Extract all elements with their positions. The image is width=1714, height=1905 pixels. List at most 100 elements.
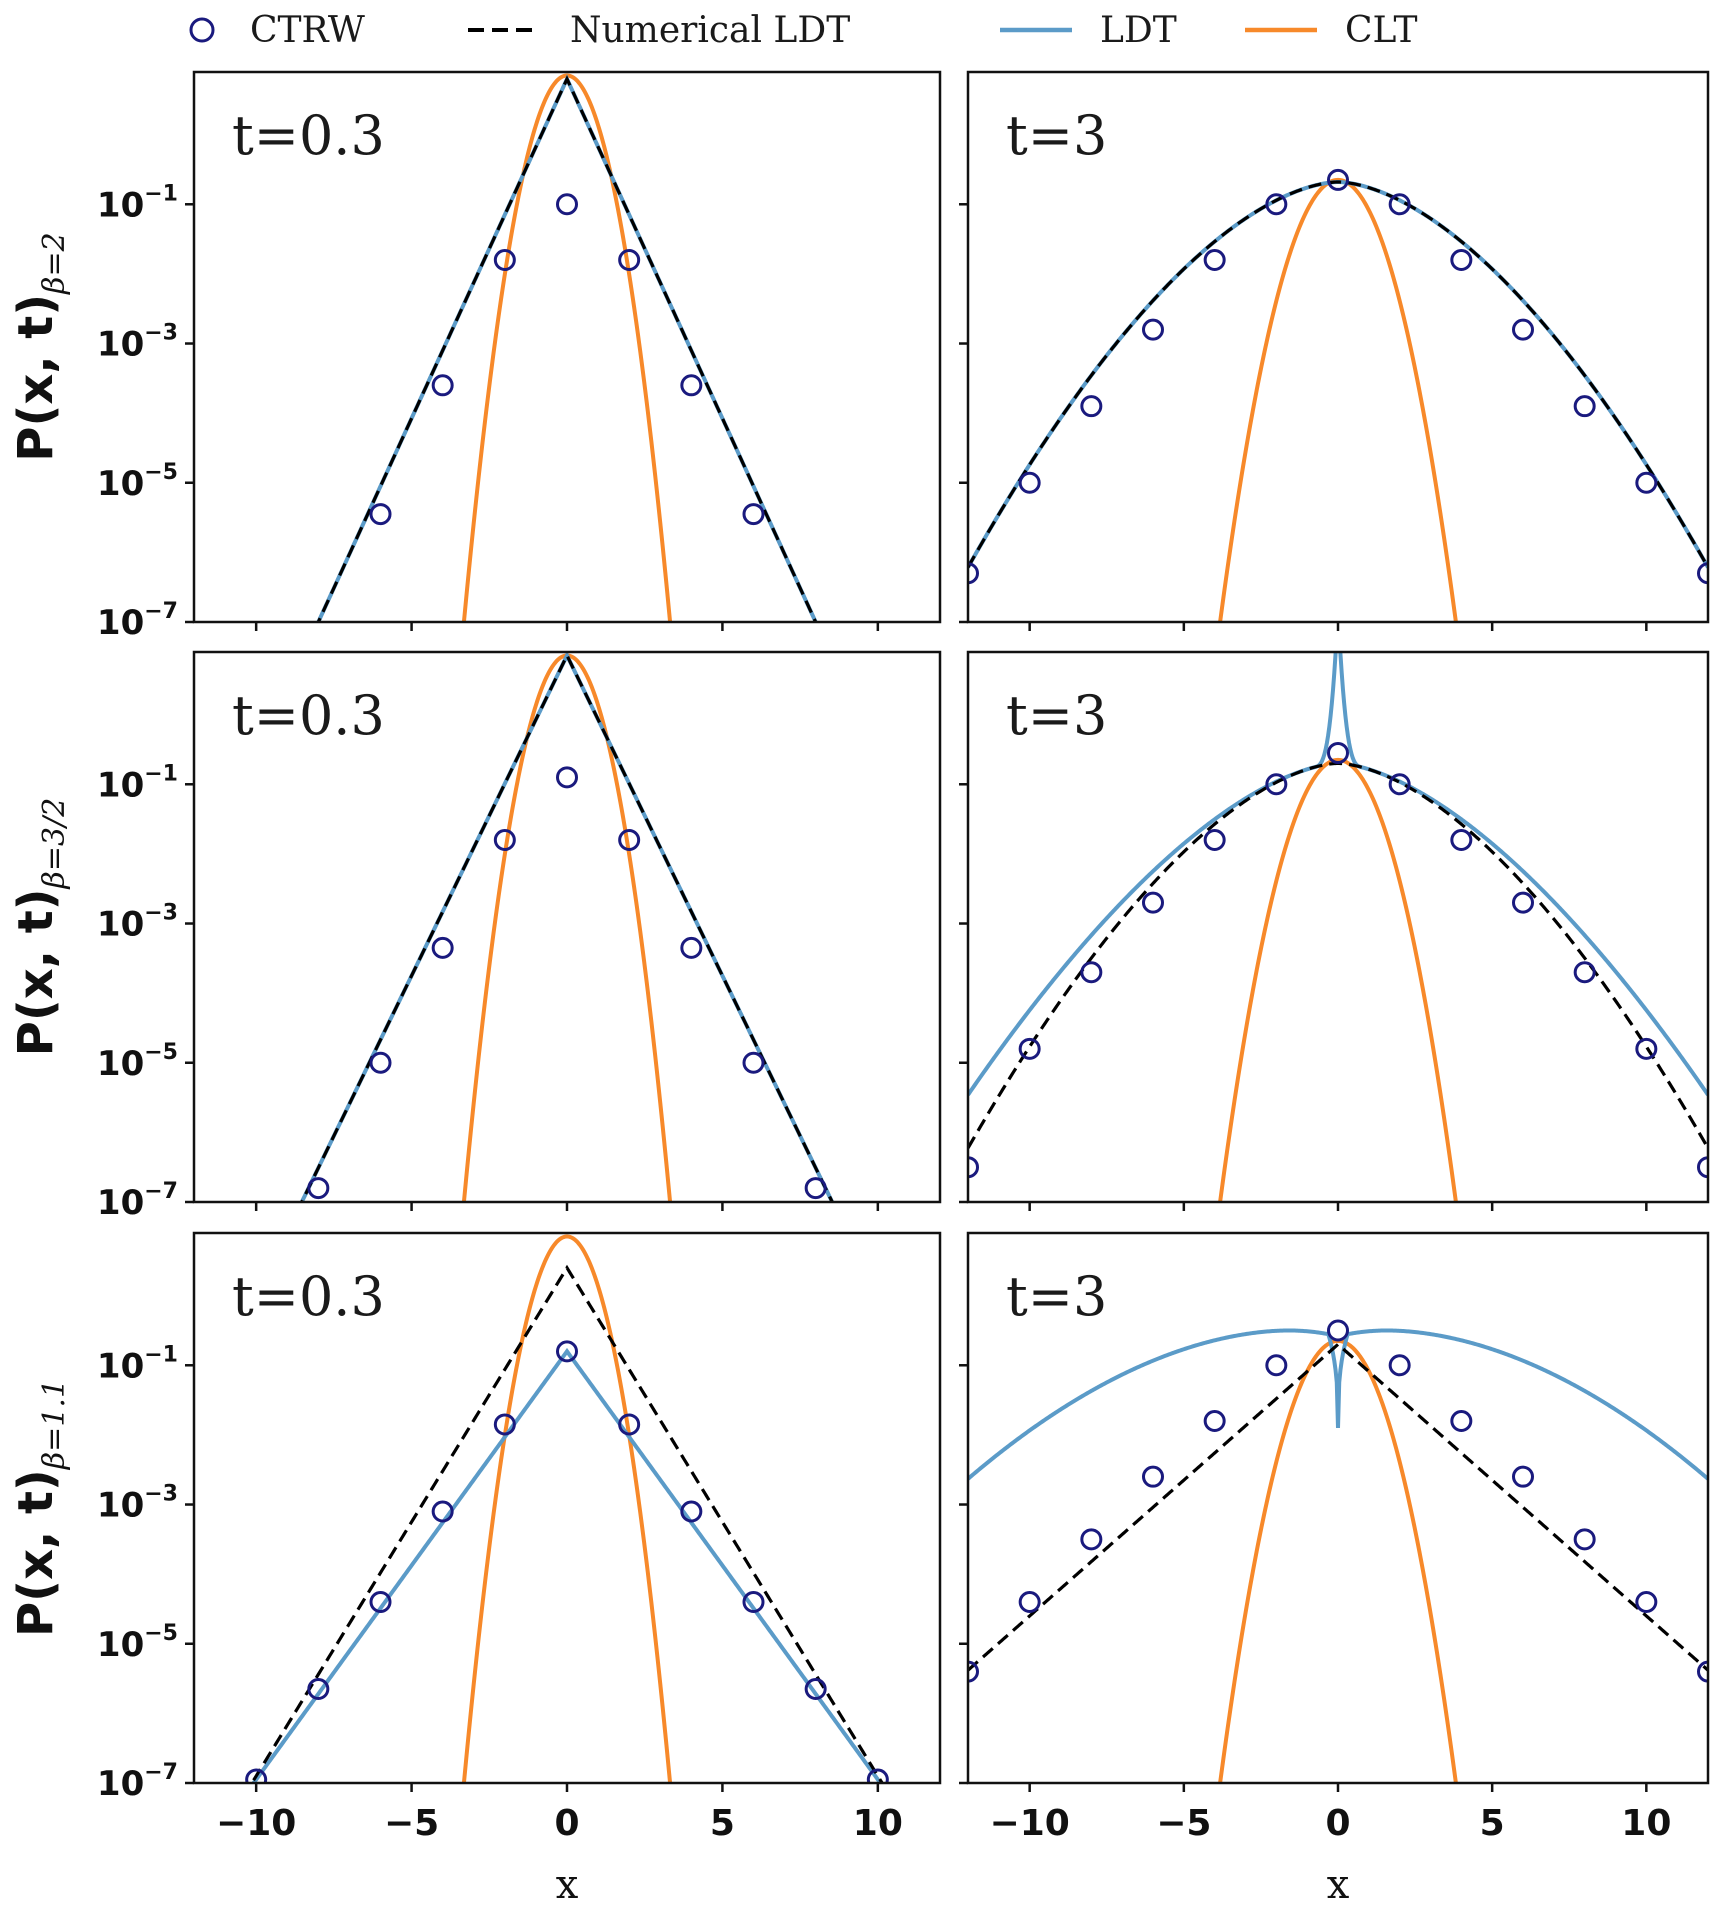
- ytick-exponent: −7: [144, 599, 178, 624]
- numerical-ldt-curve: [968, 180, 1708, 569]
- ctrw-point: [245, 1768, 268, 1783]
- ytick-label: 10−7: [97, 599, 178, 643]
- xtick-label: 10: [1621, 1803, 1671, 1844]
- ctrw-point: [369, 1590, 392, 1613]
- ldt-curve: [316, 74, 818, 622]
- clt-curve: [461, 73, 673, 622]
- ctrw-point: [1142, 891, 1164, 914]
- ytick-base: 10: [97, 1764, 144, 1804]
- ctrw-point: [968, 562, 979, 585]
- panel-label: t=0.3: [232, 104, 385, 167]
- ctrw-point: [804, 1678, 827, 1701]
- numerical-ldt-curve: [316, 75, 818, 622]
- ytick-label: 10−5: [97, 1040, 178, 1084]
- ctrw-point: [968, 1660, 979, 1683]
- ytick-exponent: −5: [144, 460, 178, 485]
- ytick-label: 10−3: [97, 321, 178, 365]
- ctrw-point: [618, 828, 641, 851]
- ctrw-point: [1512, 891, 1534, 914]
- plot-area: [968, 652, 1708, 1202]
- ytick-base: 10: [97, 1625, 144, 1665]
- ctrw-point: [680, 1500, 703, 1523]
- ctrw-point: [1512, 1465, 1534, 1488]
- ytick-base: 10: [97, 185, 144, 225]
- ctrw-point: [1080, 395, 1103, 418]
- plot-area: [316, 73, 818, 622]
- ytick-base: 10: [97, 1044, 144, 1084]
- panel-r3-c1: t=0.310−110−310−510−7−10 −5 0 5 10P(x, t)β=1…: [8, 1231, 942, 1905]
- ytick-exponent: −7: [144, 1760, 178, 1785]
- ctrw-point: [1450, 248, 1473, 271]
- ytick-base: 10: [97, 1183, 144, 1223]
- ctrw-point: [1265, 773, 1288, 796]
- ytick-label: 10−1: [97, 181, 178, 225]
- ctrw-point: [556, 193, 578, 216]
- ctrw-point: [1080, 1528, 1103, 1551]
- clt-curve: [1218, 757, 1458, 1202]
- ctrw-point: [1697, 562, 1708, 585]
- ytick-base: 10: [97, 1346, 144, 1386]
- ctrw-point: [680, 374, 703, 397]
- ytick-label: 10−5: [97, 1621, 178, 1665]
- ctrw-point: [1573, 395, 1596, 418]
- ldt-curve: [968, 1328, 1708, 1481]
- ytick-base: 10: [97, 765, 144, 805]
- clt-curve: [1218, 177, 1458, 622]
- ytick-base: 10: [97, 905, 144, 945]
- plot-area: [968, 1319, 1708, 1783]
- ctrw-point: [369, 1051, 392, 1074]
- ytick-label: 10−1: [97, 1342, 178, 1386]
- ytick-exponent: −1: [144, 181, 178, 206]
- panel-r1-c1: t=0.310−110−310−510−7P(x, t)β=2: [8, 70, 942, 643]
- xtick-label: 0: [1325, 1803, 1350, 1844]
- plot-area: [245, 1234, 889, 1783]
- ctrw-point: [1573, 1528, 1596, 1551]
- x-axis-label: x: [556, 1862, 579, 1905]
- legend-label: CLT: [1345, 10, 1418, 51]
- clt-curve: [461, 1234, 673, 1783]
- ytick-base: 10: [97, 603, 144, 643]
- ctrw-point: [680, 936, 703, 959]
- panels: t=0.310−110−310−510−7P(x, t)β=2t=3t=0.31…: [8, 70, 1710, 1905]
- legend-ctrw-marker: [189, 17, 215, 43]
- ctrw-point: [1018, 1037, 1041, 1060]
- ytick-label: 10−3: [97, 1482, 178, 1526]
- legend-entry-ldt: LDT: [1000, 10, 1177, 51]
- ctrw-point: [1265, 193, 1288, 216]
- ldt-curve: [968, 652, 1708, 1096]
- panel-label: t=0.3: [232, 684, 385, 747]
- legend-label: Numerical LDT: [570, 10, 850, 51]
- ctrw-point: [493, 248, 516, 271]
- xtick-label: −10: [216, 1803, 296, 1844]
- ctrw-point: [1142, 1465, 1164, 1488]
- ctrw-point: [307, 1177, 330, 1200]
- ctrw-point: [431, 936, 454, 959]
- xtick-label: −10: [990, 1803, 1070, 1844]
- ctrw-point: [1142, 318, 1164, 341]
- xtick-label: 10: [853, 1803, 903, 1844]
- ctrw-point: [493, 828, 516, 851]
- ctrw-point: [1388, 1354, 1411, 1377]
- ctrw-point: [1512, 318, 1534, 341]
- ctrw-point: [1327, 741, 1349, 764]
- y-axis-label-subscript: β=1.1: [37, 1379, 72, 1470]
- ytick-exponent: −1: [144, 1342, 178, 1367]
- panel-r1-c2: t=3: [959, 70, 1710, 631]
- ytick-label: 10−7: [97, 1760, 178, 1804]
- ctrw-point: [1203, 1409, 1226, 1432]
- x-axis-label: x: [1327, 1862, 1350, 1905]
- ytick-base: 10: [97, 464, 144, 504]
- y-axis-label-main: P(x, t): [8, 1469, 64, 1637]
- ctrw-point: [618, 248, 641, 271]
- ctrw-point: [1327, 1319, 1349, 1342]
- ctrw-point: [1265, 1354, 1288, 1377]
- ctrw-point: [618, 1413, 641, 1436]
- legend-entry-ctrw: CTRW: [189, 10, 365, 51]
- panel-r3-c2: t=3 −10 −5 0 5 10 x: [959, 1231, 1710, 1905]
- xtick-label: −5: [1156, 1803, 1211, 1844]
- ytick-exponent: −5: [144, 1621, 178, 1646]
- ytick-exponent: −1: [144, 761, 178, 786]
- legend-label: CTRW: [250, 10, 365, 51]
- ctrw-point: [369, 503, 392, 526]
